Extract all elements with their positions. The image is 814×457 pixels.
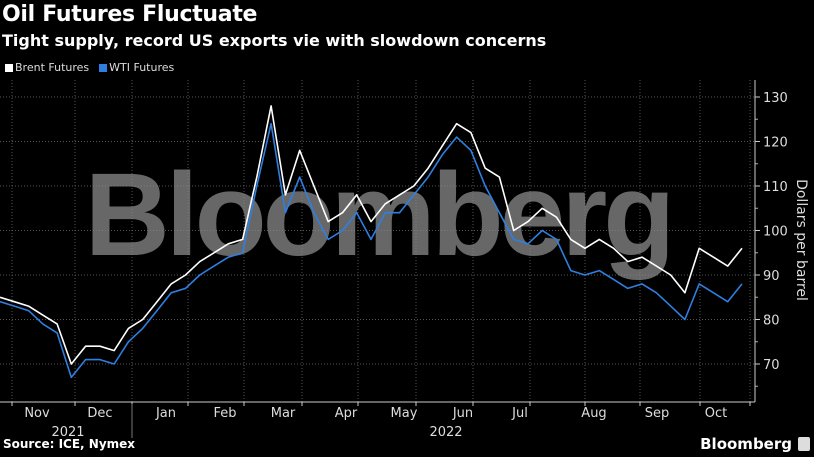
watermark: Bloomberg: [85, 149, 672, 281]
source-note: Source: ICE, Nymex: [3, 437, 136, 451]
y-tick-label: 90: [763, 269, 780, 284]
chart-subtitle: Tight supply, record US exports vie with…: [2, 31, 547, 50]
legend-item-wti: WTI Futures: [99, 61, 174, 74]
bloomberg-logo: Bloomberg: [700, 435, 792, 453]
x-tick-label: May: [391, 406, 418, 421]
x-tick-label: Aug: [581, 406, 606, 421]
y-tick-label: 100: [763, 225, 788, 240]
legend: Brent Futures WTI Futures: [5, 61, 174, 74]
y-tick-label: 130: [763, 91, 788, 106]
series-lines: [0, 105, 743, 379]
series-line-wti-futures: [0, 122, 743, 379]
wti-swatch-icon: [99, 63, 108, 72]
y-axis-label: Dollars per barrel: [793, 179, 809, 301]
y-tick-label: 120: [763, 136, 788, 151]
y-tick-label: 110: [763, 180, 788, 195]
bloomberg-terminal-icon: [798, 437, 810, 451]
x-tick-label: Feb: [213, 406, 236, 421]
x-tick-label: Mar: [271, 406, 296, 421]
x-tick-label: Jun: [452, 406, 473, 421]
x-tick-label: Jan: [155, 406, 176, 421]
axes: 70 80 90 100 110 120 130 Nov Dec Jan Feb Mar Apr May J…: [0, 80, 788, 440]
legend-label-wti: WTI Futures: [109, 61, 175, 74]
year-label: 2021: [51, 425, 84, 440]
legend-item-brent: Brent Futures: [5, 61, 89, 74]
chart-title: Oil Futures Fluctuate: [2, 2, 258, 27]
x-tick-label: Dec: [87, 406, 112, 421]
y-tick-label: 80: [763, 314, 780, 329]
legend-label-brent: Brent Futures: [15, 61, 90, 74]
year-label: 2022: [429, 425, 462, 440]
x-tick-label: Jul: [511, 406, 528, 421]
x-tick-label: Apr: [335, 406, 358, 421]
x-tick-label: Nov: [24, 406, 50, 421]
series-line-brent-futures: [0, 105, 743, 365]
x-tick-label: Oct: [705, 406, 727, 421]
y-tick-label: 70: [763, 358, 780, 373]
brent-swatch-icon: [5, 63, 13, 72]
x-tick-label: Sep: [645, 406, 670, 421]
